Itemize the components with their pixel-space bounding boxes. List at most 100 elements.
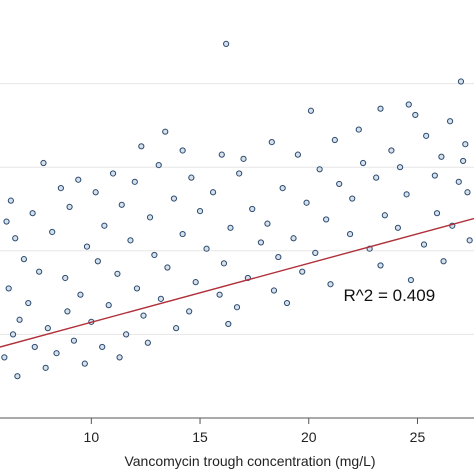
scatter-point [92,189,99,196]
scatter-point [146,214,154,221]
scatter-point [381,212,388,219]
x-tick-label: 15 [192,429,208,445]
scatter-point [223,40,230,47]
scatter-point [7,197,14,204]
data-points [1,40,473,380]
scatter-point [131,178,138,185]
x-tick-label: 10 [84,429,100,445]
scatter-point [49,228,56,236]
scatter-point [423,132,430,139]
scatter-point [203,245,210,252]
scatter-point [396,164,404,171]
scatter-point [114,270,121,277]
scatter-point [209,189,217,196]
scatter-point [170,195,178,202]
scatter-point [233,304,241,311]
scatter-point [227,224,234,231]
scatter-point [157,295,164,302]
scatter-point [249,205,256,213]
scatter-point [186,308,193,315]
scatter-point [40,159,47,167]
scatter-point [466,237,473,244]
scatter-point [327,281,334,288]
scatter-point [431,172,438,179]
scatter-point [116,354,123,361]
scatter-point [188,174,195,181]
scatter-point [403,191,410,198]
scatter-point [16,316,23,323]
scatter-point [66,203,73,211]
scatter-point [101,222,108,229]
scatter-point [307,107,315,114]
scatter-point [179,230,186,238]
scatter-point [377,105,384,112]
scatter-point [123,331,130,338]
scatter-point [218,151,225,158]
scatter-point [25,299,32,307]
scatter-point [127,237,134,244]
scatter-point [407,276,415,284]
scatter-point [236,170,243,177]
scatter-point [336,180,343,188]
scatter-point [283,299,291,307]
scatter-point [394,224,401,231]
scatter-point [173,325,180,332]
regression-line [0,217,474,348]
plot-background [0,0,474,418]
scatter-point [377,262,384,269]
scatter-point [225,320,232,328]
x-ticks: 10 15 20 25 [84,418,426,445]
scatter-point [440,258,447,265]
scatter-point [349,195,356,202]
scatter-point [70,337,78,344]
scatter-point [1,354,8,361]
scatter-point [162,128,169,135]
scatter-point [196,207,204,215]
scatter-point [299,268,306,275]
scatter-point [316,166,323,173]
scatter-point [144,339,151,346]
scatter-point [455,178,462,185]
x-tick-label: 25 [410,429,426,445]
scatter-point [20,256,28,263]
r-squared-annotation: R^2 = 0.409 [344,286,436,305]
scatter-point [360,159,367,167]
scatter-point [446,118,454,125]
x-axis-title: Vancomycin trough concentration (mg/L) [124,453,375,469]
scatter-point [83,243,91,250]
scatter-point [420,241,428,248]
scatter-point [275,253,282,261]
scatter-point [12,235,19,242]
scatter-point [438,153,445,160]
scatter-point [346,230,354,238]
scatter-point [192,279,199,286]
scatter-point [9,331,17,338]
scatter-point [268,139,275,146]
scatter-point [31,343,38,351]
scatter-point [464,189,471,196]
scatter-point [303,199,310,206]
scatter-point [81,360,88,367]
scatter-point [373,174,380,181]
x-tick-label: 20 [301,429,317,445]
scatter-point [355,126,362,133]
scatter-point [290,235,297,242]
scatter-point [77,291,84,298]
scatter-point [138,143,145,150]
scatter-point [388,147,395,154]
scatter-point [105,302,112,309]
scatter-point [164,264,171,271]
scatter-point [53,350,60,357]
scatter-point [460,157,467,165]
scatter-point [118,201,125,208]
scatter-point [331,136,338,144]
scatter-point [433,210,441,217]
scatter-point [257,239,265,246]
scatter-point [62,274,69,282]
scatter-point [36,268,43,275]
scatter-point [240,155,247,162]
scatter-point [457,78,465,85]
gridlines [0,83,474,335]
scatter-point [29,210,36,217]
